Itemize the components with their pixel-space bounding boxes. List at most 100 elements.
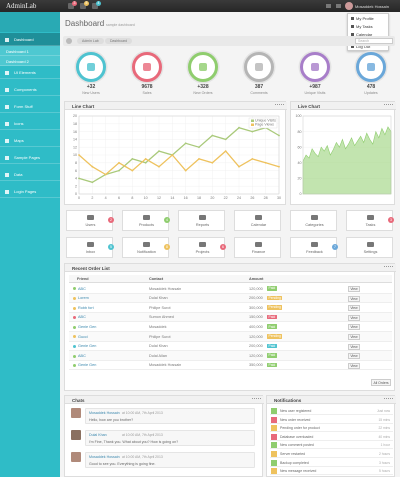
shortcut-badge: 2 [108,217,114,223]
y-tick-label: 40 [298,161,302,165]
y-tick-label: 0 [75,192,77,196]
view-button[interactable]: View [348,362,360,369]
notification-time: 5 hours [379,469,390,474]
view-button[interactable]: View [348,295,360,302]
shortcut-button[interactable]: Notification [122,237,169,258]
y-tick-label: 8 [75,161,77,165]
notifications-panel: Notifications New user registered Just now… [266,395,396,477]
top-icon[interactable] [326,4,331,8]
view-button[interactable]: View [348,314,360,321]
shortcut-badge: 8 [164,244,170,250]
x-tick-label: 24 [237,196,241,200]
sidebar-label: Form Stuff [14,104,33,109]
point [78,177,80,180]
panel-tools[interactable] [384,266,393,269]
chat-author[interactable]: Mosaddek Hossain [89,411,120,415]
shortcut-button[interactable]: Categories [290,210,337,231]
sidebar-item[interactable]: Icons [0,117,60,130]
x-tick-label: 28 [264,196,268,200]
view-button[interactable]: View [348,334,360,340]
menu-item[interactable]: Calendar [356,32,373,37]
point [91,181,94,184]
panel-tools[interactable] [384,398,393,401]
sidebar-icon [5,104,9,109]
top-icon[interactable] [68,3,74,9]
view-button[interactable]: View [348,324,360,331]
panel-tools[interactable] [252,398,261,401]
table-row [69,351,392,361]
shortcut-button[interactable]: Settings [346,237,393,258]
shortcut-icon [255,215,262,220]
shortcut-button[interactable]: Projects [178,237,225,258]
shortcut-button[interactable]: Feedback [290,237,337,258]
sidebar-item[interactable]: Dashboard [0,33,60,46]
shortcut-button[interactable]: Users [66,210,113,231]
panel-tools[interactable] [275,104,284,107]
chat-author[interactable]: Dulal Khan [89,433,107,437]
legend-label: Page Views [255,123,274,127]
breadcrumb-item[interactable]: Dashboard [105,38,133,44]
menu-item[interactable]: My Profile [356,16,374,21]
panel-tools[interactable] [384,104,393,107]
menu-item[interactable]: My Tasks [356,24,373,29]
top-icon[interactable] [336,4,341,8]
shortcut-button[interactable]: Calendar [234,210,281,231]
sidebar-label: Login Pages [14,189,37,194]
sidebar-item[interactable]: Dashboard 2 [0,56,60,66]
x-tick-label: 26 [250,196,254,200]
chat-bubble: Mosaddek Hossain at 10:00 AM, 7th April 2… [85,452,255,468]
sidebar-item[interactable]: Components [0,83,60,96]
sidebar-label: Components [14,87,37,92]
shortcut-button[interactable]: Inbox [66,237,113,258]
y-tick-label: 14 [73,138,77,142]
y-tick-label: 10 [73,153,77,157]
sidebar-item[interactable]: Login Pages [0,185,60,198]
menu-icon [351,33,354,36]
x-tick-label: 18 [197,196,201,200]
y-tick-label: 18 [73,122,77,126]
view-button[interactable]: View [348,305,360,312]
sidebar-top [0,12,60,32]
y-tick-label: 4 [75,177,77,181]
sidebar-item[interactable]: UI Elements [0,66,60,79]
orders-panel: Recent Order List Friend Contact Amount ABC M… [64,263,396,391]
point [198,146,200,149]
notification-icon [271,468,277,475]
top-icon[interactable] [92,3,98,9]
search-box[interactable]: Search [355,38,393,44]
status-dot [73,335,76,339]
view-button[interactable]: View [348,286,360,292]
point [144,161,147,164]
sidebar-item[interactable]: Sample Pages [0,151,60,164]
friend-name: Genie Gen [78,344,97,349]
top-icon[interactable] [80,3,86,9]
status-dot [73,344,76,348]
view-button[interactable]: View [348,353,360,360]
contact: Philipe Surot [149,334,171,339]
view-button[interactable]: View [348,343,360,350]
chat-author[interactable]: Mosaddek Hossain [89,455,120,459]
shortcut-label: Products [139,223,154,227]
user-name[interactable]: Mosaddek Hossain [355,3,390,9]
sidebar-item[interactable]: Data [0,168,60,181]
shortcut-button[interactable]: Reports [178,210,225,231]
y-tick-label: 80 [298,130,302,134]
sidebar-item[interactable]: Form Stuff [0,100,60,113]
shortcut-button[interactable]: Products [122,210,169,231]
chat-text: I'm Fine, Thank you. What about you? How… [89,439,179,444]
line-series [78,126,280,184]
shortcut-button[interactable]: Tasks [346,210,393,231]
friend-name: ABC [78,286,86,291]
menu-item[interactable]: Log Out [356,44,371,49]
breadcrumb-item[interactable]: Admin Lab [77,38,104,44]
sidebar-item[interactable]: Maps [0,134,60,147]
x-tick-label: 2 [91,196,93,200]
home-icon[interactable] [66,38,72,44]
sidebar-icon [5,172,9,177]
contact: Philipe Surot [149,305,171,310]
point [251,130,254,133]
all-orders-button[interactable]: All Orders [371,379,391,386]
shortcut-button[interactable]: Finance [234,237,281,258]
sidebar-item[interactable]: Dashboard 1 [0,46,60,56]
sidebar-label: Sample Pages [14,155,41,160]
